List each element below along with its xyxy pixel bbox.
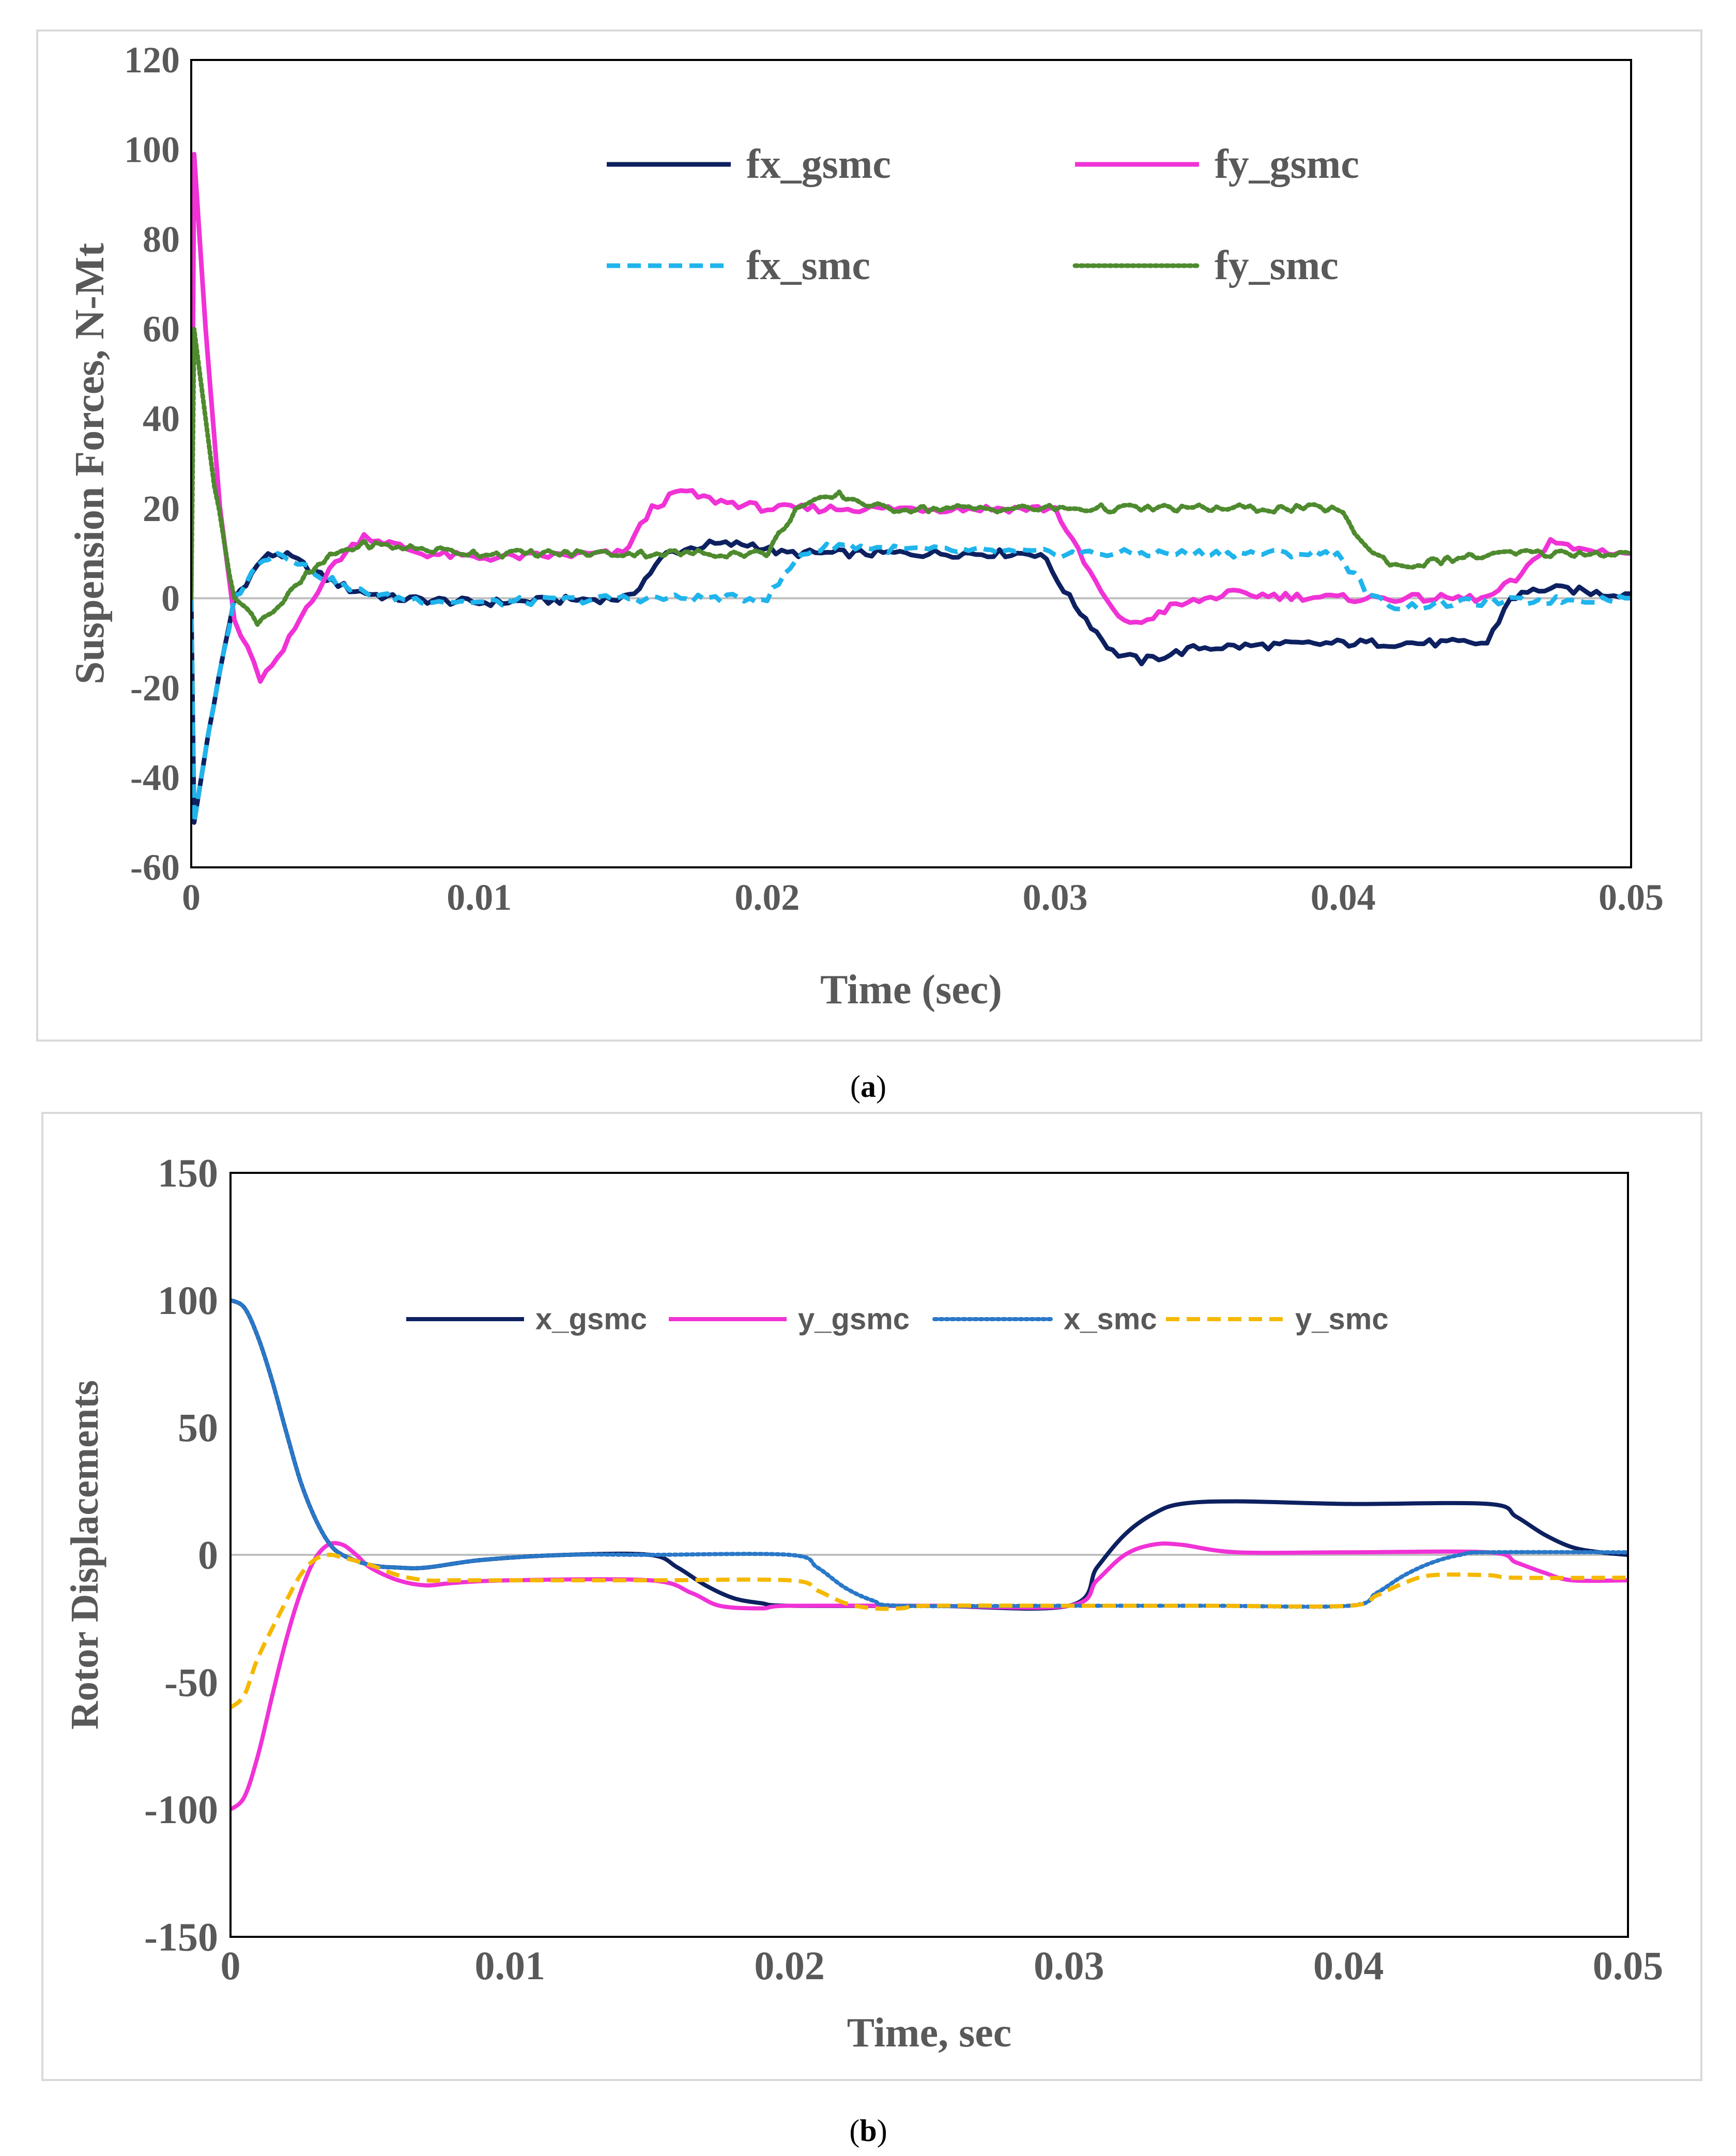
caption-b: (b) [849,2114,887,2148]
x-tick-label: 0.05 [1599,877,1664,918]
y-axis-label: Suspension Forces, N-Mt [67,243,113,684]
x-tick-label: 0.05 [1593,1943,1664,1988]
legend-label-y_gsmc: y_gsmc [798,1303,910,1336]
series-line-fy_gsmc [191,151,1631,684]
y-tick-label: 150 [158,1151,218,1196]
y-tick-label: 80 [143,219,180,260]
x-tick-label: 0 [221,1943,241,1988]
plot-frame [190,59,1632,868]
y-tick-label: -50 [164,1660,218,1705]
series-line-fx_smc [191,541,1631,825]
chart-panel-a: -60 -40 -20 0 20 40 60 80 100 120 0 0.01 0.02 0.03 0.0… [36,29,1702,1042]
y-tick-label: 100 [124,129,180,171]
legend-label-fx_smc: fx_smc [746,243,870,288]
x-tick-label: 0 [182,877,201,918]
legend-label-x_gsmc: x_gsmc [535,1303,647,1336]
x-axis-label: Time (sec) [820,967,1002,1013]
plot-frame [229,1172,1629,1938]
suspension-forces-chart: -60 -40 -20 0 20 40 60 80 100 120 0 0.01 0.02 0.03 0.0… [67,39,1664,1013]
caption-a-letter: a [861,1069,876,1104]
x-tick-label: 0.02 [754,1943,825,1988]
legend-label-fx_gsmc: fx_gsmc [746,142,891,187]
y-tick-label: 120 [124,39,180,81]
y-tick-label: 60 [143,309,180,350]
y-tick-label: 0 [198,1533,218,1578]
series-line-fy_smc [191,327,1631,627]
caption-a: (a) [850,1069,886,1104]
x-tick-label: 0.01 [475,1943,546,1988]
y-tick-label: -150 [144,1915,218,1960]
y-tick-label: 50 [178,1405,218,1450]
chart-panel-b: -150 -100 -50 0 50 100 150 0 0.01 0.02 0.03 0.04 0.0… [41,1112,1702,2081]
y-axis-label: Rotor Displacements [63,1380,106,1730]
x-tick-label: 0.03 [1034,1943,1104,1988]
y-tick-label: -40 [130,757,180,798]
x-tick-label: 0.02 [734,877,800,918]
y-tick-label: -60 [130,847,180,888]
y-tick-label: -100 [144,1787,218,1832]
y-tick-label: 100 [158,1278,218,1323]
y-tick-label: 40 [143,398,180,439]
y-tick-label: 20 [143,488,180,529]
series-line-fx_gsmc [191,538,1631,825]
y-tick-label: -20 [130,667,180,709]
x-tick-label: 0.04 [1313,1943,1384,1988]
legend-label-fy_gsmc: fy_gsmc [1215,142,1359,187]
x-tick-label: 0.01 [447,877,512,918]
x-tick-label: 0.03 [1023,877,1088,918]
x-axis-label: Time, sec [847,2010,1011,2056]
series-line-x_smc [231,1298,1628,1609]
rotor-displacements-chart: -150 -100 -50 0 50 100 150 0 0.01 0.02 0.03 0.04 0.0… [63,1151,1664,2056]
legend-label-x_smc: x_smc [1064,1303,1157,1336]
x-tick-label: 0.04 [1311,877,1376,918]
caption-b-letter: b [859,2114,877,2148]
legend-label-fy_smc: fy_smc [1215,243,1339,288]
series-line-y_smc [231,1552,1628,1709]
legend-label-y_smc: y_smc [1295,1303,1389,1336]
series-line-x_gsmc [231,1298,1628,1611]
series-line-y_gsmc [231,1541,1628,1811]
y-tick-label: 0 [161,577,180,619]
